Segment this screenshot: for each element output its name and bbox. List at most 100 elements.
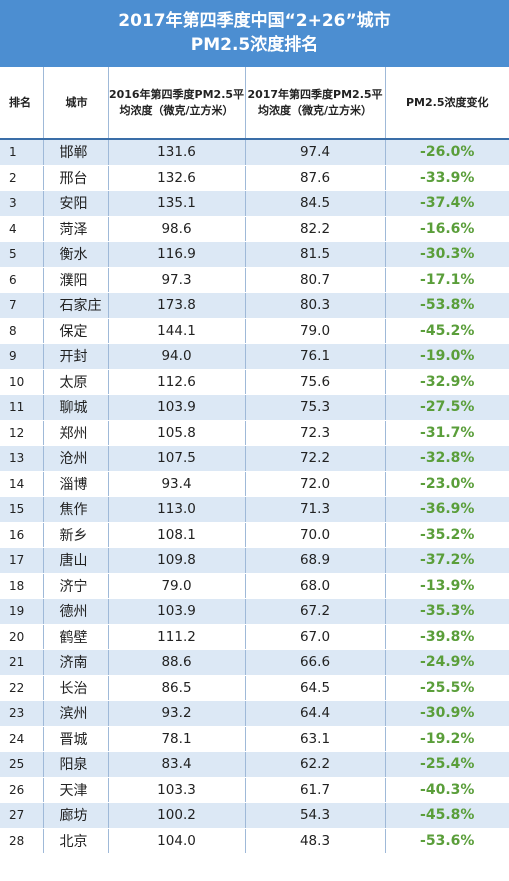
table-row: 23 滨州 93.2 64.4 -30.9% xyxy=(0,700,509,727)
cell-city: 新乡 xyxy=(42,521,109,548)
cell-change: -30.3% xyxy=(384,241,509,268)
cell-2016: 93.2 xyxy=(107,700,246,727)
cell-rank: 26 xyxy=(0,776,44,803)
cell-rank: 28 xyxy=(0,827,44,854)
cell-2017: 72.3 xyxy=(244,419,386,446)
cell-change: -37.2% xyxy=(384,547,509,574)
table-row: 13 沧州 107.5 72.2 -32.8% xyxy=(0,445,509,472)
header-change: PM2.5浓度变化 xyxy=(384,67,509,140)
table-row: 3 安阳 135.1 84.5 -37.4% xyxy=(0,190,509,217)
cell-change: -17.1% xyxy=(384,266,509,293)
table-row: 20 鹤壁 111.2 67.0 -39.8% xyxy=(0,623,509,650)
cell-2016: 131.6 xyxy=(107,138,246,166)
cell-city: 聊城 xyxy=(42,394,109,421)
cell-change: -32.9% xyxy=(384,368,509,395)
cell-2017: 81.5 xyxy=(244,241,386,268)
cell-rank: 25 xyxy=(0,751,44,778)
cell-2017: 68.9 xyxy=(244,547,386,574)
table-row: 25 阳泉 83.4 62.2 -25.4% xyxy=(0,751,509,778)
cell-city: 德州 xyxy=(42,598,109,625)
table-row: 14 淄博 93.4 72.0 -23.0% xyxy=(0,470,509,497)
cell-city: 长治 xyxy=(42,674,109,701)
cell-2016: 111.2 xyxy=(107,623,246,650)
cell-2016: 103.9 xyxy=(107,394,246,421)
cell-change: -53.8% xyxy=(384,292,509,319)
cell-city: 太原 xyxy=(42,368,109,395)
table-row: 8 保定 144.1 79.0 -45.2% xyxy=(0,317,509,344)
cell-2017: 66.6 xyxy=(244,649,386,676)
cell-2017: 75.3 xyxy=(244,394,386,421)
cell-rank: 27 xyxy=(0,802,44,829)
cell-2017: 67.2 xyxy=(244,598,386,625)
cell-city: 保定 xyxy=(42,317,109,344)
cell-change: -13.9% xyxy=(384,572,509,599)
cell-city: 阳泉 xyxy=(42,751,109,778)
table-row: 27 廊坊 100.2 54.3 -45.8% xyxy=(0,802,509,829)
cell-2016: 100.2 xyxy=(107,802,246,829)
table-row: 11 聊城 103.9 75.3 -27.5% xyxy=(0,394,509,421)
cell-2016: 112.6 xyxy=(107,368,246,395)
cell-change: -16.6% xyxy=(384,215,509,242)
cell-change: -40.3% xyxy=(384,776,509,803)
cell-city: 焦作 xyxy=(42,496,109,523)
cell-change: -27.5% xyxy=(384,394,509,421)
cell-rank: 21 xyxy=(0,649,44,676)
cell-2017: 68.0 xyxy=(244,572,386,599)
cell-2016: 109.8 xyxy=(107,547,246,574)
table-body: 1 邯郸 131.6 97.4 -26.0% 2 邢台 132.6 87.6 -33.9% 3 安阳 1… xyxy=(0,138,509,854)
cell-2016: 144.1 xyxy=(107,317,246,344)
table-row: 26 天津 103.3 61.7 -40.3% xyxy=(0,776,509,803)
cell-2017: 84.5 xyxy=(244,190,386,217)
table-row: 15 焦作 113.0 71.3 -36.9% xyxy=(0,496,509,523)
table-row: 24 晋城 78.1 63.1 -19.2% xyxy=(0,725,509,752)
cell-rank: 2 xyxy=(0,164,44,191)
table-row: 6 濮阳 97.3 80.7 -17.1% xyxy=(0,266,509,293)
cell-rank: 15 xyxy=(0,496,44,523)
cell-2017: 80.7 xyxy=(244,266,386,293)
cell-rank: 1 xyxy=(0,138,44,166)
cell-2016: 132.6 xyxy=(107,164,246,191)
cell-city: 天津 xyxy=(42,776,109,803)
cell-2017: 80.3 xyxy=(244,292,386,319)
cell-change: -33.9% xyxy=(384,164,509,191)
cell-2017: 72.0 xyxy=(244,470,386,497)
cell-change: -32.8% xyxy=(384,445,509,472)
table-row: 17 唐山 109.8 68.9 -37.2% xyxy=(0,547,509,574)
table-row: 5 衡水 116.9 81.5 -30.3% xyxy=(0,241,509,268)
cell-2016: 93.4 xyxy=(107,470,246,497)
cell-2016: 83.4 xyxy=(107,751,246,778)
cell-2016: 98.6 xyxy=(107,215,246,242)
cell-2017: 64.4 xyxy=(244,700,386,727)
cell-rank: 7 xyxy=(0,292,44,319)
cell-2017: 82.2 xyxy=(244,215,386,242)
table-row: 2 邢台 132.6 87.6 -33.9% xyxy=(0,164,509,191)
cell-city: 鹤壁 xyxy=(42,623,109,650)
cell-change: -26.0% xyxy=(384,138,509,166)
cell-change: -45.8% xyxy=(384,802,509,829)
cell-city: 石家庄 xyxy=(42,292,109,319)
cell-2017: 79.0 xyxy=(244,317,386,344)
cell-2016: 86.5 xyxy=(107,674,246,701)
cell-2016: 103.3 xyxy=(107,776,246,803)
cell-rank: 8 xyxy=(0,317,44,344)
cell-city: 菏泽 xyxy=(42,215,109,242)
table-row: 28 北京 104.0 48.3 -53.6% xyxy=(0,827,509,854)
cell-2016: 105.8 xyxy=(107,419,246,446)
cell-2017: 76.1 xyxy=(244,343,386,370)
cell-2016: 107.5 xyxy=(107,445,246,472)
cell-2016: 135.1 xyxy=(107,190,246,217)
cell-2017: 64.5 xyxy=(244,674,386,701)
cell-city: 唐山 xyxy=(42,547,109,574)
cell-city: 济宁 xyxy=(42,572,109,599)
header-2017: 2017年第四季度PM2.5平均浓度（微克/立方米） xyxy=(244,67,386,140)
cell-rank: 18 xyxy=(0,572,44,599)
cell-change: -39.8% xyxy=(384,623,509,650)
cell-city: 邢台 xyxy=(42,164,109,191)
cell-rank: 11 xyxy=(0,394,44,421)
cell-2016: 108.1 xyxy=(107,521,246,548)
cell-2017: 97.4 xyxy=(244,138,386,166)
table-title: 2017年第四季度中国“2+26”城市 PM2.5浓度排名 xyxy=(0,0,509,67)
cell-city: 晋城 xyxy=(42,725,109,752)
table-row: 10 太原 112.6 75.6 -32.9% xyxy=(0,368,509,395)
